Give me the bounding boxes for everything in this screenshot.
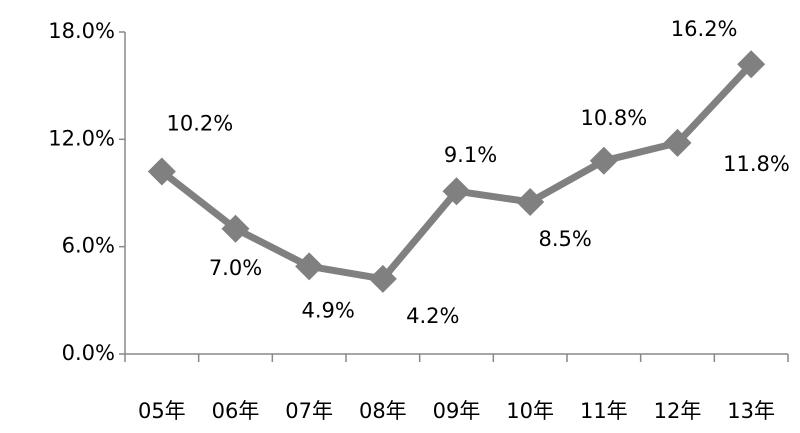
data-label: 8.5% [538,227,591,251]
marker [221,214,250,243]
data-label: 7.0% [209,256,262,280]
line [159,61,754,283]
x-tick-label: 13年 [727,399,775,423]
data-label: 4.2% [406,304,459,328]
data-label: 4.9% [301,298,354,322]
x-tick-label: 08年 [359,399,407,423]
data-label: 9.1% [444,143,497,167]
marker [442,177,471,206]
marker [295,252,324,281]
marker [589,146,618,175]
marker [737,50,766,79]
data-label: 16.2% [671,17,738,41]
x-tick-label: 12年 [654,399,702,423]
y-tick-label: 0.0% [62,341,115,365]
y-tick-label: 18.0% [48,19,115,43]
y-tick-label: 6.0% [62,234,115,258]
data-label: 10.8% [580,106,647,130]
x-tick-label: 11年 [580,399,628,423]
y-tick-label: 12.0% [48,126,115,150]
marker [147,157,176,186]
marker [516,187,545,216]
x-tick-label: 07年 [285,399,333,423]
marker [368,264,397,293]
data-label: 11.8% [723,152,790,176]
x-tick-label: 09年 [433,399,481,423]
x-tick-label: 10年 [506,399,554,423]
marker [663,128,692,157]
x-tick-label: 05年 [138,399,186,423]
data-label: 10.2% [166,112,233,136]
x-tick-label: 06年 [212,399,260,423]
